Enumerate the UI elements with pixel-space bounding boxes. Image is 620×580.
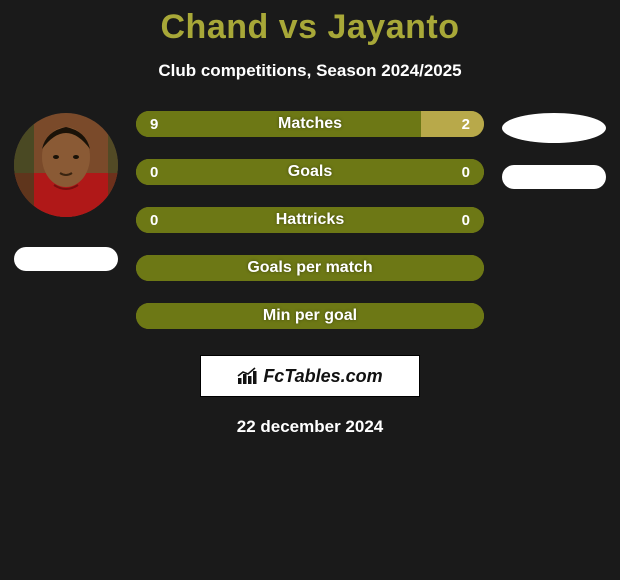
stat-bar-right-value: 0 [462, 212, 470, 229]
player-left-name-pill [14, 247, 118, 271]
stat-bar-label: Goals [136, 163, 484, 181]
stat-bar-left-value: 0 [150, 164, 158, 181]
avatar-illustration [14, 113, 118, 217]
comparison-card: Chand vs Jayanto Club competitions, Seas… [0, 0, 620, 437]
player-left-column [10, 111, 122, 271]
player-right-column [498, 111, 610, 189]
player-right-avatar-placeholder [502, 113, 606, 143]
brand-logo-text: FcTables.com [263, 366, 382, 387]
stat-bar-label: Min per goal [136, 307, 484, 325]
stat-bar: Goals per match [136, 255, 484, 281]
stat-bar-right-value: 0 [462, 164, 470, 181]
bar-chart-icon [237, 367, 257, 385]
stat-bar-label: Goals per match [136, 259, 484, 277]
stat-bar: Min per goal [136, 303, 484, 329]
player-left-avatar [14, 113, 118, 217]
main-row: Matches92Goals00Hattricks00Goals per mat… [0, 111, 620, 329]
stat-bar-label: Hattricks [136, 211, 484, 229]
stat-bar: Goals0 0 [136, 159, 484, 185]
stat-bar-right-value: 2 [462, 116, 470, 133]
stat-bars: Matches92Goals00Hattricks00Goals per mat… [136, 111, 484, 329]
player-right-name-pill [502, 165, 606, 189]
stat-bar: Matches9 2 [136, 111, 484, 137]
stat-bar-left-value: 0 [150, 212, 158, 229]
stat-bar-left-value: 9 [150, 116, 158, 133]
date-text: 22 december 2024 [0, 417, 620, 437]
stat-bar: Hattricks0 0 [136, 207, 484, 233]
page-subtitle: Club competitions, Season 2024/2025 [0, 61, 620, 81]
brand-logo: FcTables.com [200, 355, 420, 397]
stat-bar-label: Matches [136, 115, 484, 133]
page-title: Chand vs Jayanto [0, 8, 620, 47]
